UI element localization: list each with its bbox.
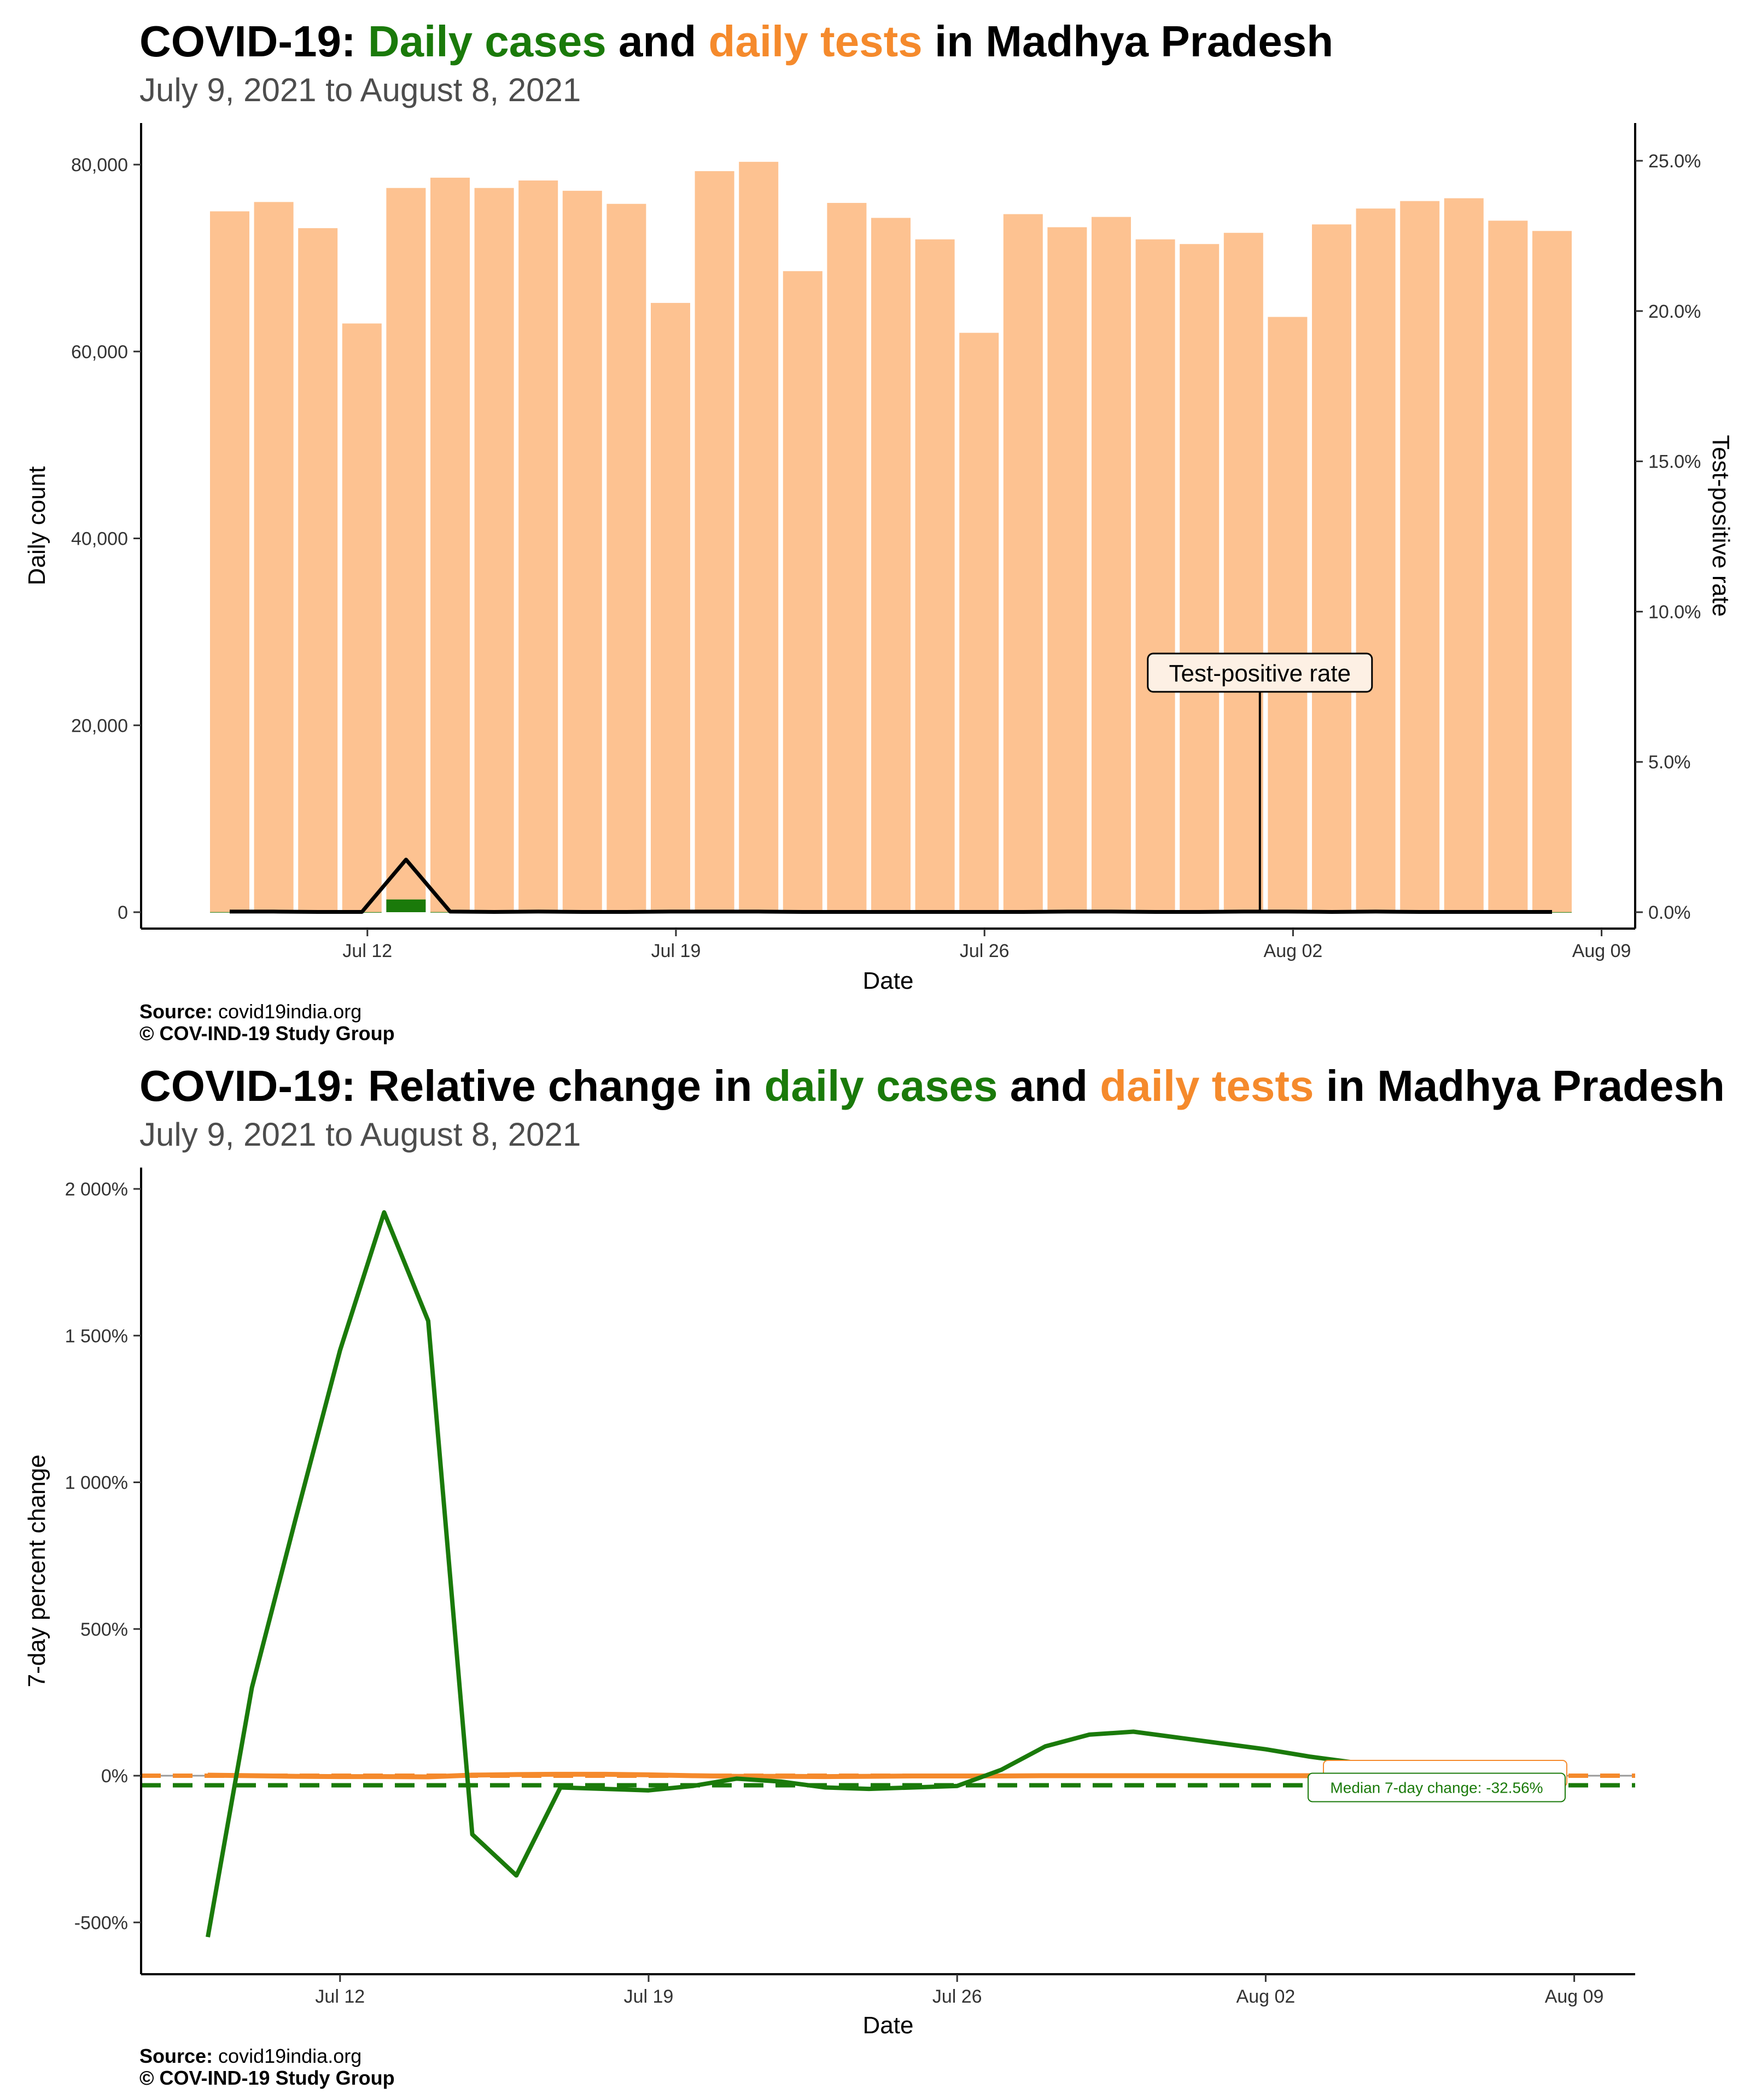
y2-tick-label: 5.0% (1648, 752, 1691, 773)
x-tick-label: Aug 09 (1545, 1986, 1604, 2007)
chart1-title-cases: Daily cases (368, 17, 606, 66)
x-tick-label: Jul 12 (342, 941, 392, 961)
tests-bar (1312, 224, 1351, 912)
y-tick-label: 1 000% (65, 1473, 128, 1494)
tests-bar (430, 177, 470, 912)
tests-bar (1092, 217, 1131, 913)
y-tick-label: 20,000 (71, 715, 128, 736)
y2-tick-label: 10.0% (1648, 602, 1701, 622)
x-tick-label: Aug 02 (1264, 941, 1323, 961)
chart1-title-tests: daily tests (708, 17, 923, 66)
chart2-source: Source: covid19india.org © COV-IND-19 St… (139, 2045, 395, 2089)
tests-bar (959, 332, 999, 913)
cases-median-label: Median 7-day change: -32.56% (1330, 1779, 1543, 1796)
tests-bar (1444, 198, 1484, 912)
chart2-plot: Median 7-day change: -32.56% -500% 0% 500% 1… (24, 1168, 1635, 2039)
chart2-title-tests: daily tests (1100, 1061, 1314, 1110)
x-tick-label: Aug 09 (1572, 941, 1631, 961)
tests-bar (1135, 239, 1175, 913)
x-tick-label: Jul 26 (932, 1986, 982, 2007)
chart1-source-text: covid19india.org (213, 1000, 362, 1023)
tests-bar (695, 171, 734, 913)
chart1-plot: Test-positive rate 0 20,000 40,000 60,000 80,… (24, 123, 1734, 994)
chart2-title-prefix: COVID-19: Relative change in (139, 1061, 765, 1110)
tests-bar (562, 190, 602, 913)
tests-bar (1180, 244, 1220, 912)
x-tick-label: Jul 12 (315, 1986, 365, 2007)
chart1-source: Source: covid19india.org © COV-IND-19 St… (139, 1001, 395, 1045)
tests-bar (1047, 227, 1087, 913)
y2-tick-label: 15.0% (1648, 452, 1701, 472)
chart2-subtitle: July 9, 2021 to August 8, 2021 (139, 1116, 581, 1153)
y2-tick-label: 20.0% (1648, 301, 1701, 322)
chart1-title-mid: and (606, 17, 709, 66)
x-tick-label: Aug 02 (1236, 1986, 1296, 2007)
tests-bar (386, 188, 426, 912)
cases-change-line (206, 1210, 1531, 1938)
chart2-title-suffix: in Madhya Pradesh (1314, 1061, 1725, 1110)
chart2-copyright: © COV-IND-19 Study Group (139, 2067, 395, 2089)
tests-bar (1268, 317, 1308, 912)
tests-bar (827, 203, 867, 913)
chart2-title-mid: and (998, 1061, 1100, 1110)
cases-median-label-box (1308, 1772, 1566, 1802)
y-axis-title: 7-day percent change (24, 1455, 50, 1688)
chart2-title-cases: daily cases (764, 1061, 998, 1110)
y2-axis-title: Test-positive rate (1707, 435, 1734, 617)
annotation-label: Test-positive rate (1169, 660, 1351, 687)
tests-bar (518, 180, 558, 913)
tests-bar (210, 211, 249, 912)
tests-bar (298, 228, 338, 912)
chart2-source-label: Source: (139, 2045, 213, 2067)
chart2-title: COVID-19: Relative change in daily cases… (139, 1061, 1725, 1111)
tests-bar (651, 302, 690, 912)
chart1-title: COVID-19: Daily cases and daily tests in… (139, 16, 1333, 67)
y2-tick-label: 25.0% (1648, 151, 1701, 172)
chart1-title-prefix: COVID-19: (139, 17, 368, 66)
tests-bar (474, 188, 514, 912)
tests-bar (1400, 201, 1440, 912)
tests-bar (1488, 220, 1528, 912)
tests-bar (915, 239, 955, 913)
tests-bar (1356, 208, 1396, 912)
tests-bar (871, 218, 911, 913)
tests-bar (739, 161, 779, 912)
tests-bar (254, 202, 294, 913)
tests-bar (606, 203, 646, 913)
y-tick-label: 0 (118, 902, 128, 923)
tests-bar (1223, 232, 1263, 912)
y-tick-label: 80,000 (71, 155, 128, 176)
y-tick-label: -500% (74, 1912, 128, 1933)
chart2-source-text: covid19india.org (213, 2045, 362, 2067)
chart1-subtitle: July 9, 2021 to August 8, 2021 (139, 72, 581, 108)
x-axis-title: Date (863, 967, 914, 994)
test-positive-rate-line (230, 858, 1552, 914)
y-tick-label: 40,000 (71, 529, 128, 550)
y-tick-label: 2 000% (65, 1179, 128, 1200)
tests-bar (1003, 214, 1043, 913)
chart1-copyright: © COV-IND-19 Study Group (139, 1022, 395, 1045)
cases-bar (386, 899, 426, 912)
y2-tick-label: 0.0% (1648, 902, 1691, 923)
annotation-box (1147, 652, 1373, 693)
x-tick-label: Jul 19 (624, 1986, 674, 2007)
x-tick-label: Jul 19 (651, 941, 701, 961)
tests-bar (1532, 231, 1572, 912)
tests-bar (342, 323, 382, 912)
x-tick-label: Jul 26 (960, 941, 1010, 961)
chart1-source-label: Source: (139, 1000, 213, 1023)
y-tick-label: 1 500% (65, 1326, 128, 1346)
chart1-title-suffix: in Madhya Pradesh (922, 17, 1334, 66)
y-axis-title: Daily count (24, 466, 50, 586)
y-tick-label: 500% (80, 1619, 128, 1640)
y-tick-label: 0% (101, 1766, 128, 1787)
x-axis-title: Date (863, 2012, 914, 2039)
y-tick-label: 60,000 (71, 342, 128, 363)
tests-bar (783, 271, 822, 912)
